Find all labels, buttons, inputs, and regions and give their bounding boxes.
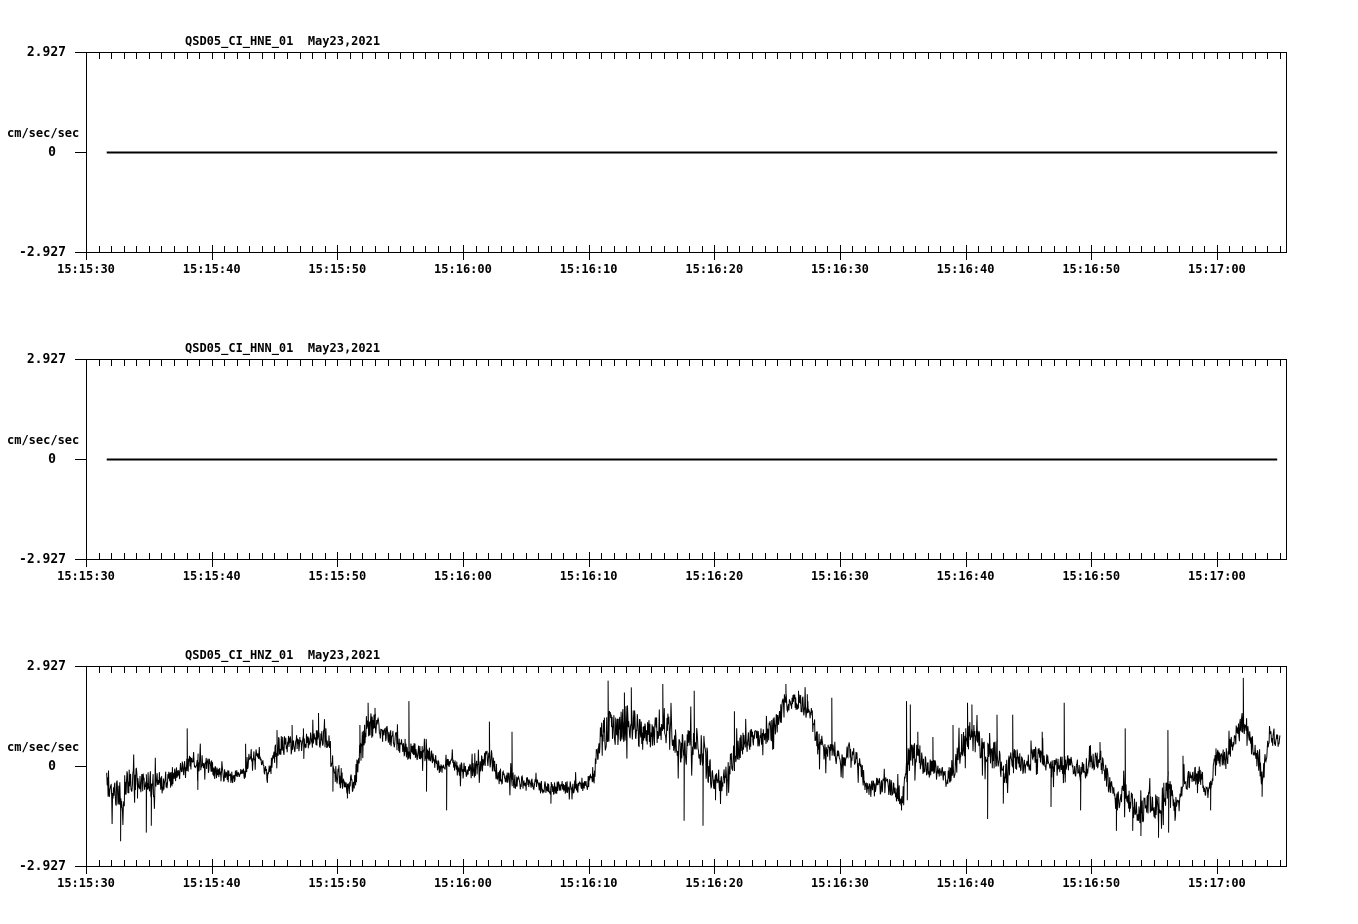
x-tick-label: 15:16:20 (685, 569, 744, 583)
x-tick-label: 15:17:00 (1187, 876, 1246, 890)
x-tick-label: 15:16:40 (936, 876, 995, 890)
x-tick-label: 15:16:00 (434, 262, 492, 276)
y-tick-label-min: -2.927 (19, 552, 66, 567)
x-tick-labels: 15:15:30 15:15:40 15:15:50 15:16:00 15:16:10… (0, 569, 1358, 585)
x-tick-label: 15:16:30 (811, 262, 869, 276)
x-tick-labels: 15:15:30 15:15:40 15:15:50 15:16:00 15:16:10… (0, 262, 1358, 278)
x-tick-label: 15:15:30 (57, 262, 115, 276)
x-tick-label: 15:17:00 (1187, 262, 1246, 276)
plot-area-hnz (75, 666, 1287, 874)
x-tick-label: 15:16:30 (811, 569, 869, 583)
x-tick-label: 15:16:10 (559, 876, 618, 890)
plot-area-hne (75, 52, 1287, 260)
y-tick-label-max: 2.927 (26, 659, 66, 674)
x-tick-label: 15:15:40 (182, 876, 241, 890)
panel-title: QSD05_CI_HNN_01 May23,2021 (185, 341, 381, 355)
x-tick-label: 15:16:50 (1062, 262, 1121, 276)
y-tick-label-max: 2.927 (26, 45, 66, 60)
y-tick-label-zero: 0 (48, 452, 56, 467)
x-tick-label: 15:16:20 (685, 876, 744, 890)
plot-area-hnn (75, 359, 1287, 567)
x-tick-label: 15:15:40 (182, 569, 241, 583)
x-tick-label: 15:16:30 (811, 876, 869, 890)
panel-hnn: QSD05_CI_HNN_01 May23,2021 2.927 cm/sec/… (0, 341, 1358, 591)
waveform-trace (106, 677, 1281, 842)
x-tick-label: 15:15:30 (57, 876, 115, 890)
panel-hnz: QSD05_CI_HNZ_01 May23,2021 2.927 cm/sec/… (0, 648, 1358, 898)
x-tick-label: 15:16:00 (434, 569, 492, 583)
x-tick-label: 15:16:10 (559, 569, 618, 583)
x-tick-label: 15:16:20 (685, 262, 744, 276)
y-axis-units-label: cm/sec/sec (7, 126, 80, 140)
y-tick-label-zero: 0 (48, 145, 56, 160)
x-tick-label: 15:15:40 (182, 262, 241, 276)
x-tick-label: 15:15:30 (57, 569, 115, 583)
x-tick-label: 15:15:50 (308, 262, 367, 276)
y-tick-label-zero: 0 (48, 759, 56, 774)
y-tick-label-min: -2.927 (19, 245, 66, 260)
x-tick-label: 15:16:40 (936, 262, 995, 276)
x-tick-labels: 15:15:30 15:15:40 15:15:50 15:16:00 15:16:10… (0, 876, 1358, 892)
panel-hne: QSD05_CI_HNE_01 May23,2021 2.927 cm/sec/… (0, 34, 1358, 284)
x-tick-label: 15:16:50 (1062, 569, 1121, 583)
panel-title: QSD05_CI_HNZ_01 May23,2021 (185, 648, 381, 662)
x-tick-label: 15:15:50 (308, 876, 367, 890)
x-tick-label: 15:16:50 (1062, 876, 1121, 890)
x-tick-label: 15:16:40 (936, 569, 995, 583)
y-axis-units-label: cm/sec/sec (7, 740, 80, 754)
panel-title: QSD05_CI_HNE_01 May23,2021 (185, 34, 381, 48)
y-axis-units-label: cm/sec/sec (7, 433, 80, 447)
x-tick-label: 15:17:00 (1187, 569, 1246, 583)
x-tick-label: 15:16:00 (434, 876, 492, 890)
y-tick-label-min: -2.927 (19, 859, 66, 874)
x-tick-label: 15:15:50 (308, 569, 367, 583)
x-tick-label: 15:16:10 (559, 262, 618, 276)
y-tick-label-max: 2.927 (26, 352, 66, 367)
